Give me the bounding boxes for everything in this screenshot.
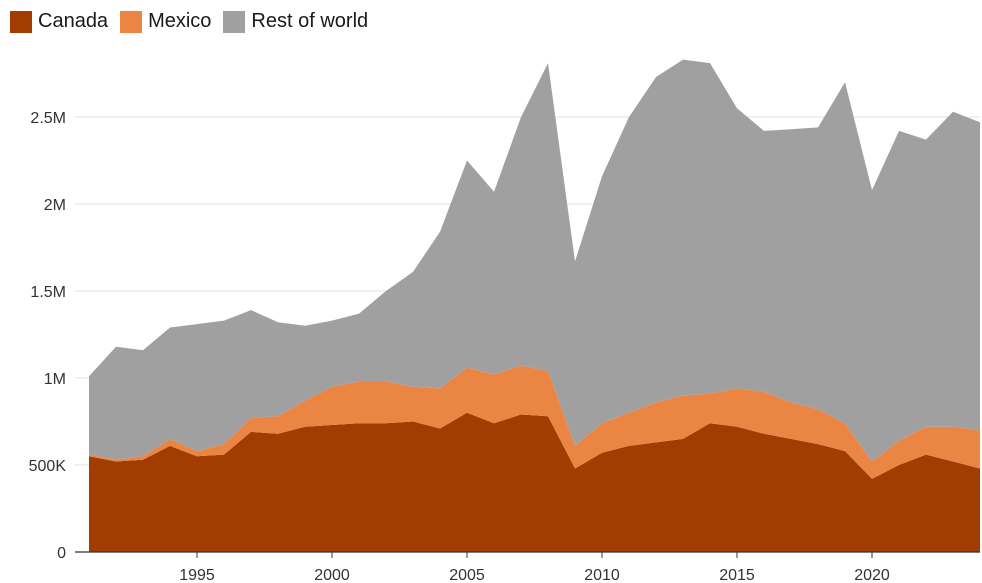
area-mexico[interactable] <box>89 365 980 479</box>
legend-label-canada: Canada <box>38 10 109 32</box>
legend-item-canada[interactable]: Canada <box>10 10 108 33</box>
y-tick-labels: 0 500K 1M 1.5M 2M 2.5M <box>29 110 67 562</box>
legend-swatch-rest-of-world <box>223 10 246 33</box>
legend: Canada Mexico Rest of world <box>10 10 380 33</box>
y-tick-label-5: 2.5M <box>30 110 66 127</box>
legend-item-rest-of-world[interactable]: Rest of world <box>223 10 368 33</box>
y-tick-label-4: 2M <box>44 197 66 214</box>
x-tick-label-4: 2015 <box>719 567 755 583</box>
x-tick-label-1: 2000 <box>314 567 350 583</box>
legend-label-rest-of-world: Rest of world <box>251 10 369 32</box>
legend-label-mexico: Mexico <box>148 10 212 32</box>
legend-swatch-mexico <box>120 10 143 33</box>
legend-item-mexico[interactable]: Mexico <box>120 10 211 33</box>
legend-swatch-canada <box>10 10 32 33</box>
series-areas <box>89 59 980 552</box>
y-tick-label-2: 1M <box>44 371 66 388</box>
y-tick-label-0: 0 <box>57 545 66 562</box>
x-tick-label-3: 2010 <box>584 567 620 583</box>
y-tick-label-1: 500K <box>29 458 67 475</box>
x-tick-label-2: 2005 <box>449 567 485 583</box>
area-canada[interactable] <box>89 412 980 552</box>
x-tick-label-0: 1995 <box>179 567 215 583</box>
area-rest-of-world[interactable] <box>89 59 980 462</box>
x-tick-label-5: 2020 <box>854 567 890 583</box>
x-tick-labels: 1995 2000 2005 2010 2015 2020 <box>179 567 890 583</box>
y-tick-label-3: 1.5M <box>30 284 66 301</box>
axes <box>75 551 980 558</box>
